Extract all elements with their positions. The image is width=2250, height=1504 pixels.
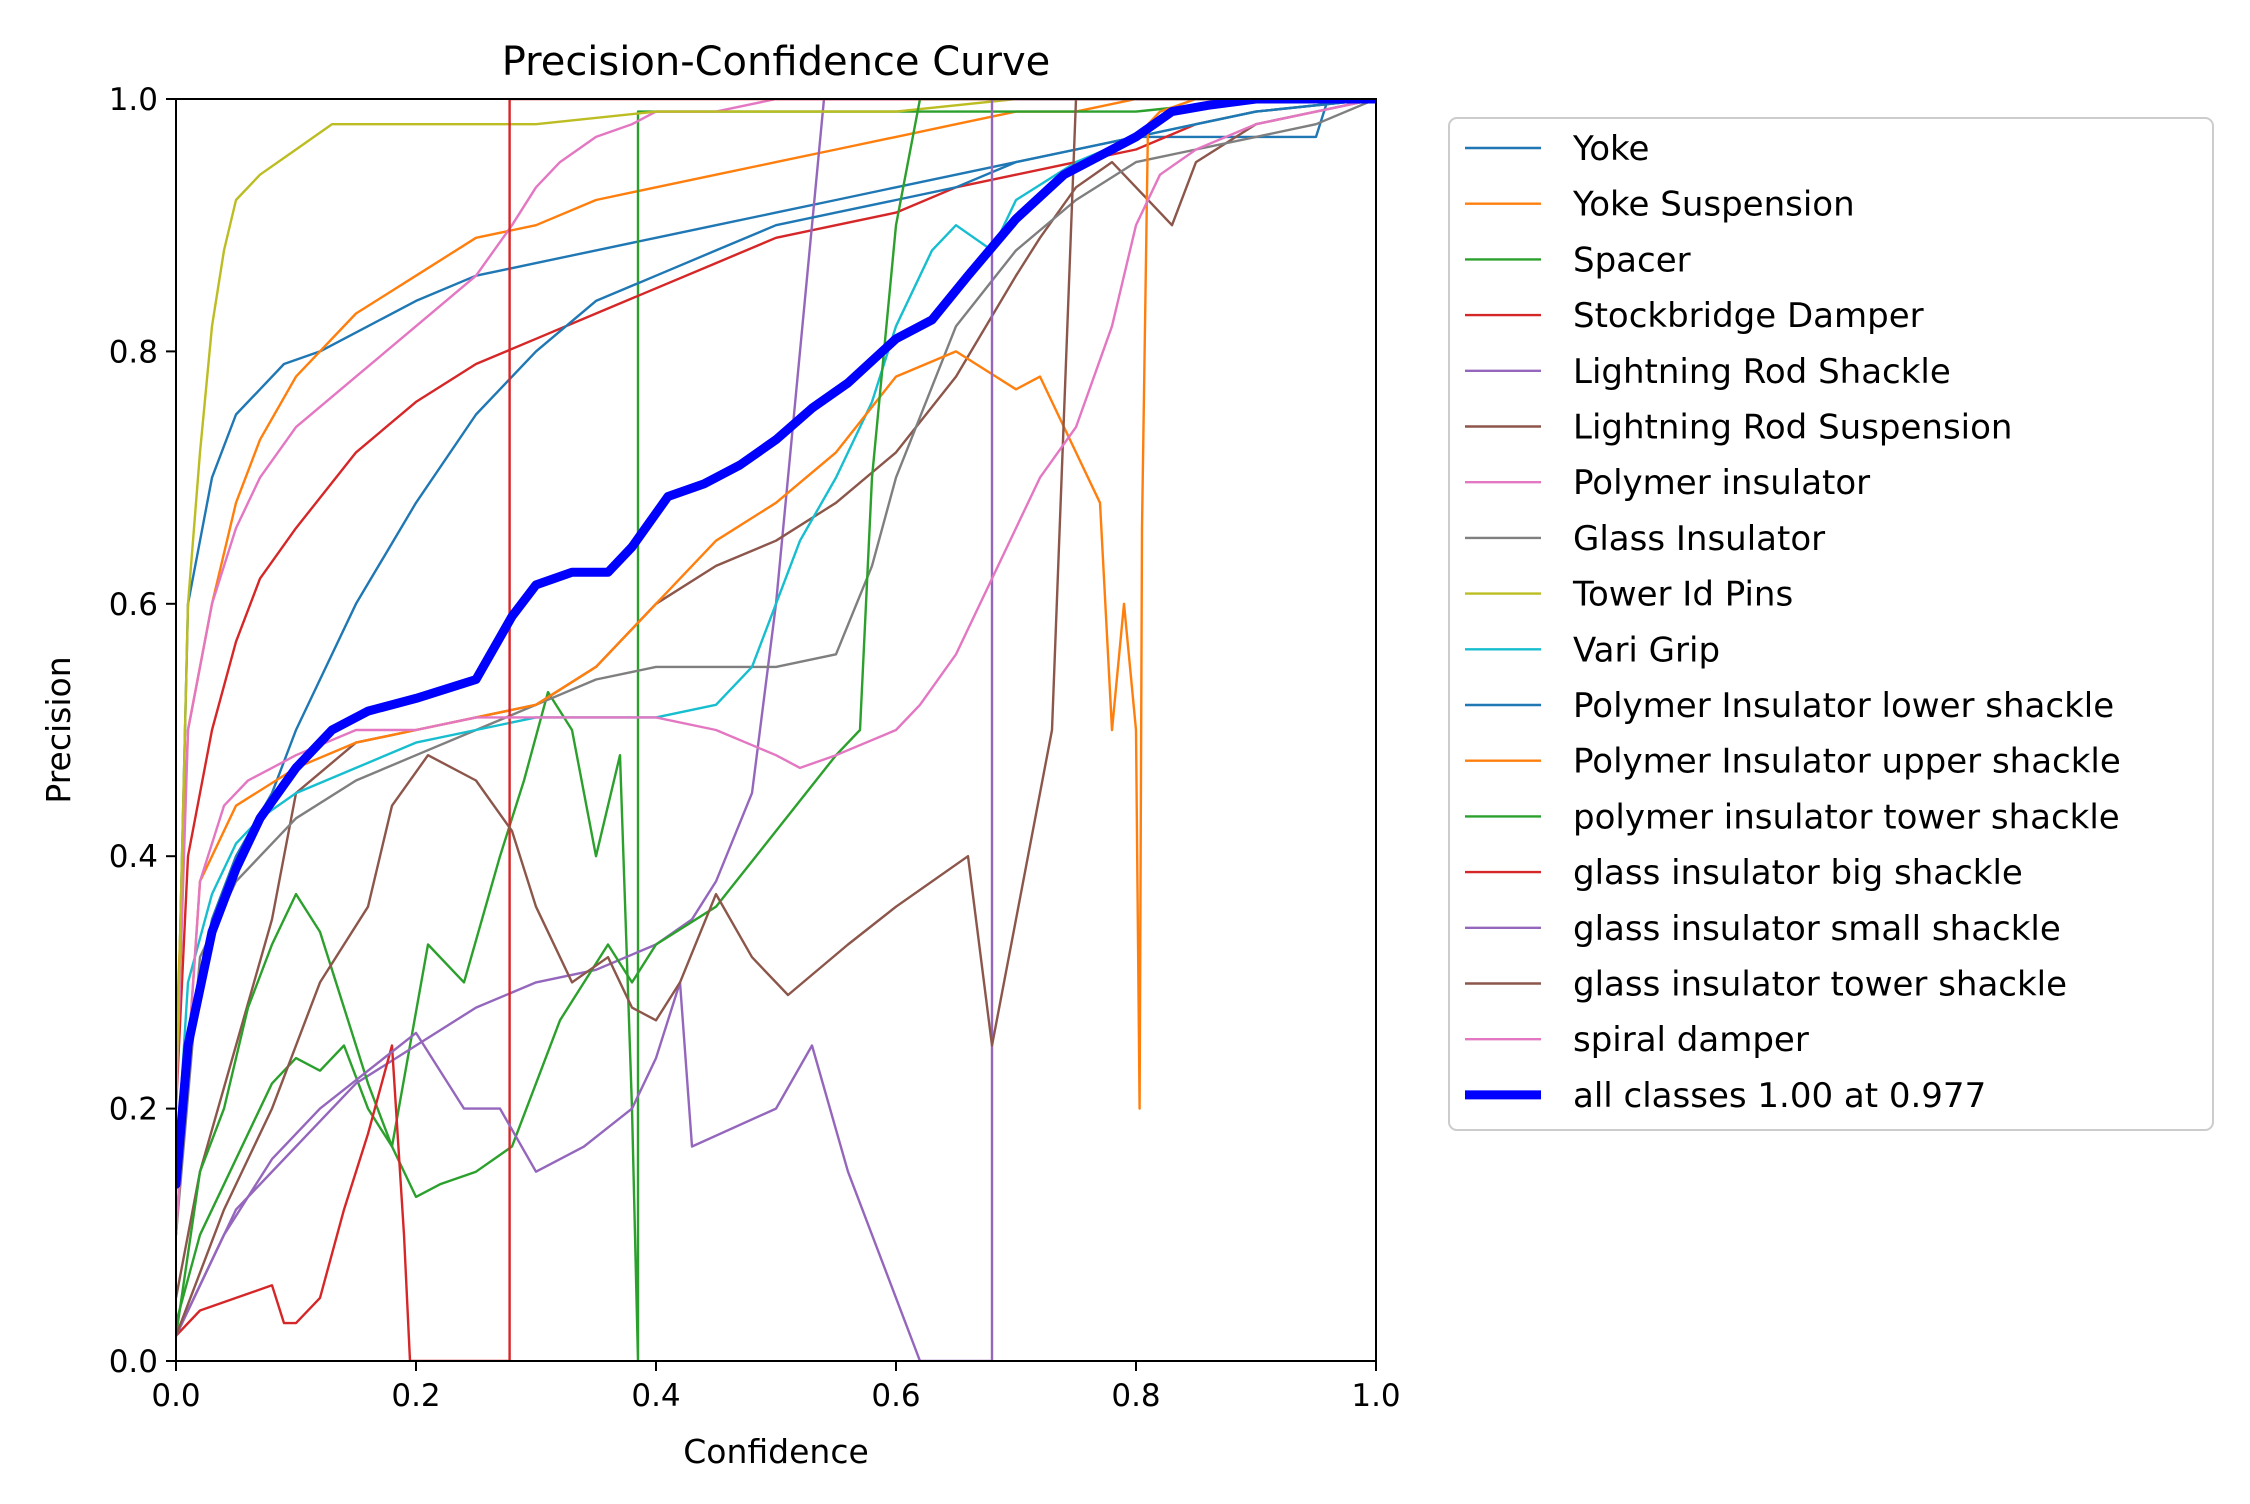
legend-label: glass insulator tower shackle [1573,965,2067,1005]
legend-box [1448,117,2214,1131]
x-tick-label: 0.8 [1111,1378,1160,1414]
legend-label: Vari Grip [1573,630,1720,670]
series-layer [176,99,1376,1361]
legend-label: Tower Id Pins [1572,575,1793,615]
series-line-16 [176,99,1376,1237]
legend-label: Lightning Rod Shackle [1573,352,1951,392]
legend-label: Stockbridge Damper [1573,296,1924,336]
legend-label: Polymer insulator [1573,463,1870,503]
series-line-6 [176,99,1376,1110]
legend-label: all classes 1.00 at 0.977 [1573,1076,1986,1116]
x-tick-label: 0.6 [871,1378,920,1414]
x-axis-label: Confidence [683,1432,869,1471]
x-tick-label: 0.2 [391,1378,440,1414]
legend-label: spiral damper [1573,1020,1809,1060]
series-line-17 [176,99,1376,1189]
y-axis-label: Precision [39,656,78,803]
legend-label: Yoke Suspension [1572,185,1855,225]
legend-label: glass insulator big shackle [1573,853,2023,893]
series-line-13 [176,99,1376,1361]
legend-label: Polymer Insulator upper shackle [1573,742,2121,782]
legend-label: Polymer Insulator lower shackle [1573,686,2114,726]
legend: Yoke Yoke Suspension Spacer Stockbridge Dam… [1448,117,2214,1131]
series-line-11 [176,99,1376,1237]
legend-label: Yoke [1572,129,1649,169]
legend-label: Lightning Rod Suspension [1573,408,2012,448]
chart-title: Precision-Confidence Curve [502,39,1051,85]
y-tick-label: 0.4 [109,839,158,875]
y-tick-label: 0.2 [109,1092,158,1128]
y-tick-label: 0.8 [109,334,158,370]
legend-label: polymer insulator tower shackle [1573,797,2120,837]
series-line-5 [176,99,1376,1300]
series-line-15 [176,99,1376,1338]
series-line-14 [176,99,1376,1361]
series-line-1 [176,99,1376,1047]
series-line-12 [176,99,1376,1338]
plot-frame [175,98,1377,1362]
legend-label: glass insulator small shackle [1573,909,2061,949]
y-tick-label: 1.0 [109,82,158,118]
ticks-layer: 0.0 0.2 0.4 0.6 0.8 1.0 0.0 0.2 0.4 0.6 0.8 1.0 [109,82,1401,1414]
series-line-8 [176,99,1376,1110]
legend-label: Spacer [1573,240,1691,280]
y-tick-label: 0.6 [109,587,158,623]
legend-label: Glass Insulator [1573,519,1825,559]
x-tick-label: 1.0 [1351,1378,1400,1414]
y-tick-label: 0.0 [109,1344,158,1380]
series-line-7 [176,99,1376,1237]
series-line-9 [176,99,1376,1173]
x-tick-label: 0.4 [631,1378,680,1414]
x-tick-label: 0.0 [151,1378,200,1414]
